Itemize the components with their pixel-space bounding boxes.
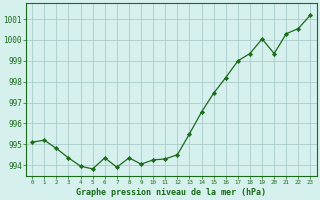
- X-axis label: Graphe pression niveau de la mer (hPa): Graphe pression niveau de la mer (hPa): [76, 188, 266, 197]
